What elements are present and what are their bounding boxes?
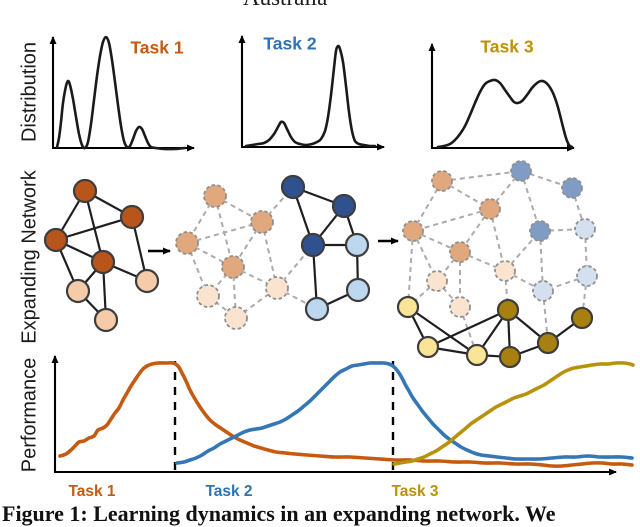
distribution-curve: [244, 44, 377, 148]
network-node: [65, 278, 91, 304]
task2-plot-label: Task 2: [263, 33, 317, 54]
network-node-faded: [574, 218, 596, 240]
network-node: [134, 268, 160, 294]
network-node-faded: [479, 198, 501, 220]
row-label-distribution: Distribution: [18, 41, 41, 143]
network-node-faded: [494, 260, 516, 282]
network-edge-solid: [407, 306, 478, 356]
network-node-faded: [250, 210, 274, 234]
network-edge-solid: [427, 309, 509, 348]
network-node: [300, 232, 326, 258]
distribution-curve: [436, 78, 574, 149]
network-edge-dashed: [407, 280, 438, 308]
network-node-faded: [510, 160, 532, 182]
network-node-faded: [203, 184, 227, 208]
network-node: [72, 178, 98, 204]
network-node: [496, 298, 520, 322]
network-node-faded: [426, 270, 448, 292]
network-diagram: [396, 160, 598, 369]
network-node-faded: [196, 284, 220, 308]
task1-plot-label: Task 1: [130, 37, 184, 58]
network-node: [396, 295, 420, 319]
network-edge-dashed: [504, 270, 509, 311]
network-node: [280, 174, 306, 200]
task1-axis-label: Task 1: [68, 483, 116, 500]
performance-curve-task2: [175, 361, 634, 465]
network-edge-dashed: [186, 221, 263, 244]
network-node: [119, 204, 145, 230]
task3-axis-label: Task 3: [391, 483, 439, 500]
network-diagram: [43, 178, 160, 333]
network-node: [43, 227, 69, 253]
network-node-faded: [431, 170, 453, 192]
network-node-faded: [561, 177, 583, 199]
network-node: [465, 343, 489, 367]
network-edge-dashed: [581, 275, 588, 319]
network-node: [331, 193, 357, 219]
performance-curve-task1: [58, 360, 634, 468]
network-node: [498, 345, 522, 369]
network-node-faded: [449, 296, 471, 318]
network-edge-dashed: [441, 170, 522, 182]
affiliation-text: Australia: [243, 0, 327, 11]
network-node: [536, 331, 560, 355]
network-node-faded: [221, 255, 245, 279]
network-edge-dashed: [214, 195, 234, 268]
task3-plot-label: Task 3: [480, 36, 534, 57]
network-node: [570, 306, 594, 330]
network-node: [93, 307, 119, 333]
figure-caption: Figure 1: Learning dynamics in an expand…: [2, 501, 556, 526]
network-diagram: [175, 174, 371, 330]
network-node-faded: [529, 220, 551, 242]
network-node-faded: [402, 220, 424, 242]
network-edge-solid: [83, 190, 105, 263]
network-edge-dashed: [571, 187, 586, 230]
network-node: [345, 277, 371, 303]
network-edge-solid: [55, 215, 133, 242]
performance-curve-task3: [392, 361, 635, 466]
network-edge-dashed: [412, 208, 491, 232]
network-edge-dashed: [504, 270, 544, 292]
network-node-faded: [449, 241, 471, 263]
network-node-faded: [576, 265, 598, 287]
network-node-faded: [175, 231, 199, 255]
network-edge-dashed: [407, 230, 414, 308]
row-label-expanding-network: Expanding Network: [18, 170, 41, 344]
network-node-faded: [224, 306, 248, 330]
task2-axis-label: Task 2: [205, 483, 253, 500]
network-node: [304, 296, 330, 322]
row-label-performance: Performance: [18, 357, 41, 473]
distribution-curve: [55, 35, 187, 151]
network-node: [90, 249, 116, 275]
network-node-faded: [265, 276, 289, 300]
network-node-faded: [532, 280, 554, 302]
network-node: [344, 232, 370, 258]
network-node: [416, 335, 440, 359]
